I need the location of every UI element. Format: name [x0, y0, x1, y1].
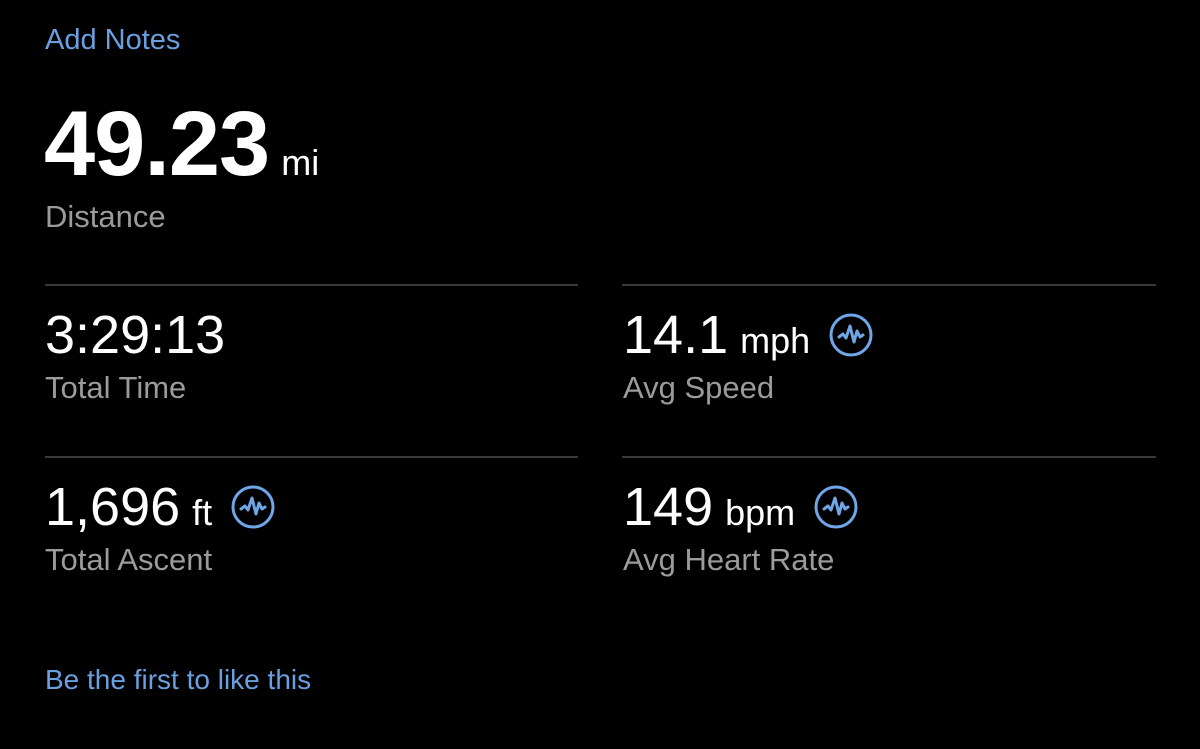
divider: [622, 456, 1156, 458]
divider: [45, 456, 578, 458]
divider: [622, 284, 1156, 286]
like-link[interactable]: Be the first to like this: [45, 664, 312, 695]
distance-label: Distance: [45, 199, 166, 234]
stat-total-time: 3:29:13 Total Time: [45, 304, 225, 406]
stat-value: 14.1: [623, 305, 729, 365]
chart-wave-icon[interactable]: [828, 312, 874, 358]
add-notes-link[interactable]: Add Notes: [45, 24, 181, 56]
divider: [45, 284, 578, 286]
stat-label: Avg Heart Rate: [623, 542, 835, 577]
chart-wave-icon[interactable]: [813, 484, 859, 530]
stat-value: 149: [623, 477, 714, 537]
stat-avg-speed: 14.1 mph Avg Speed: [623, 304, 874, 406]
stat-avg-heart-rate: 149 bpm Avg Heart Rate: [623, 476, 859, 578]
stat-label: Total Ascent: [45, 542, 213, 577]
stat-unit: ft: [192, 492, 213, 533]
stat-label: Total Time: [45, 370, 187, 405]
chart-wave-icon[interactable]: [230, 484, 276, 530]
stat-unit: bpm: [725, 492, 796, 533]
stat-value: 1,696: [45, 477, 181, 537]
stat-total-ascent: 1,696 ft Total Ascent: [45, 476, 276, 578]
stat-label: Avg Speed: [623, 370, 775, 405]
stat-value: 3:29:13: [45, 305, 226, 365]
distance-unit: mi: [281, 142, 320, 183]
distance-number: 49.23: [44, 93, 270, 195]
stat-unit: mph: [740, 320, 811, 361]
distance-value: 49.23 mi: [44, 92, 319, 197]
